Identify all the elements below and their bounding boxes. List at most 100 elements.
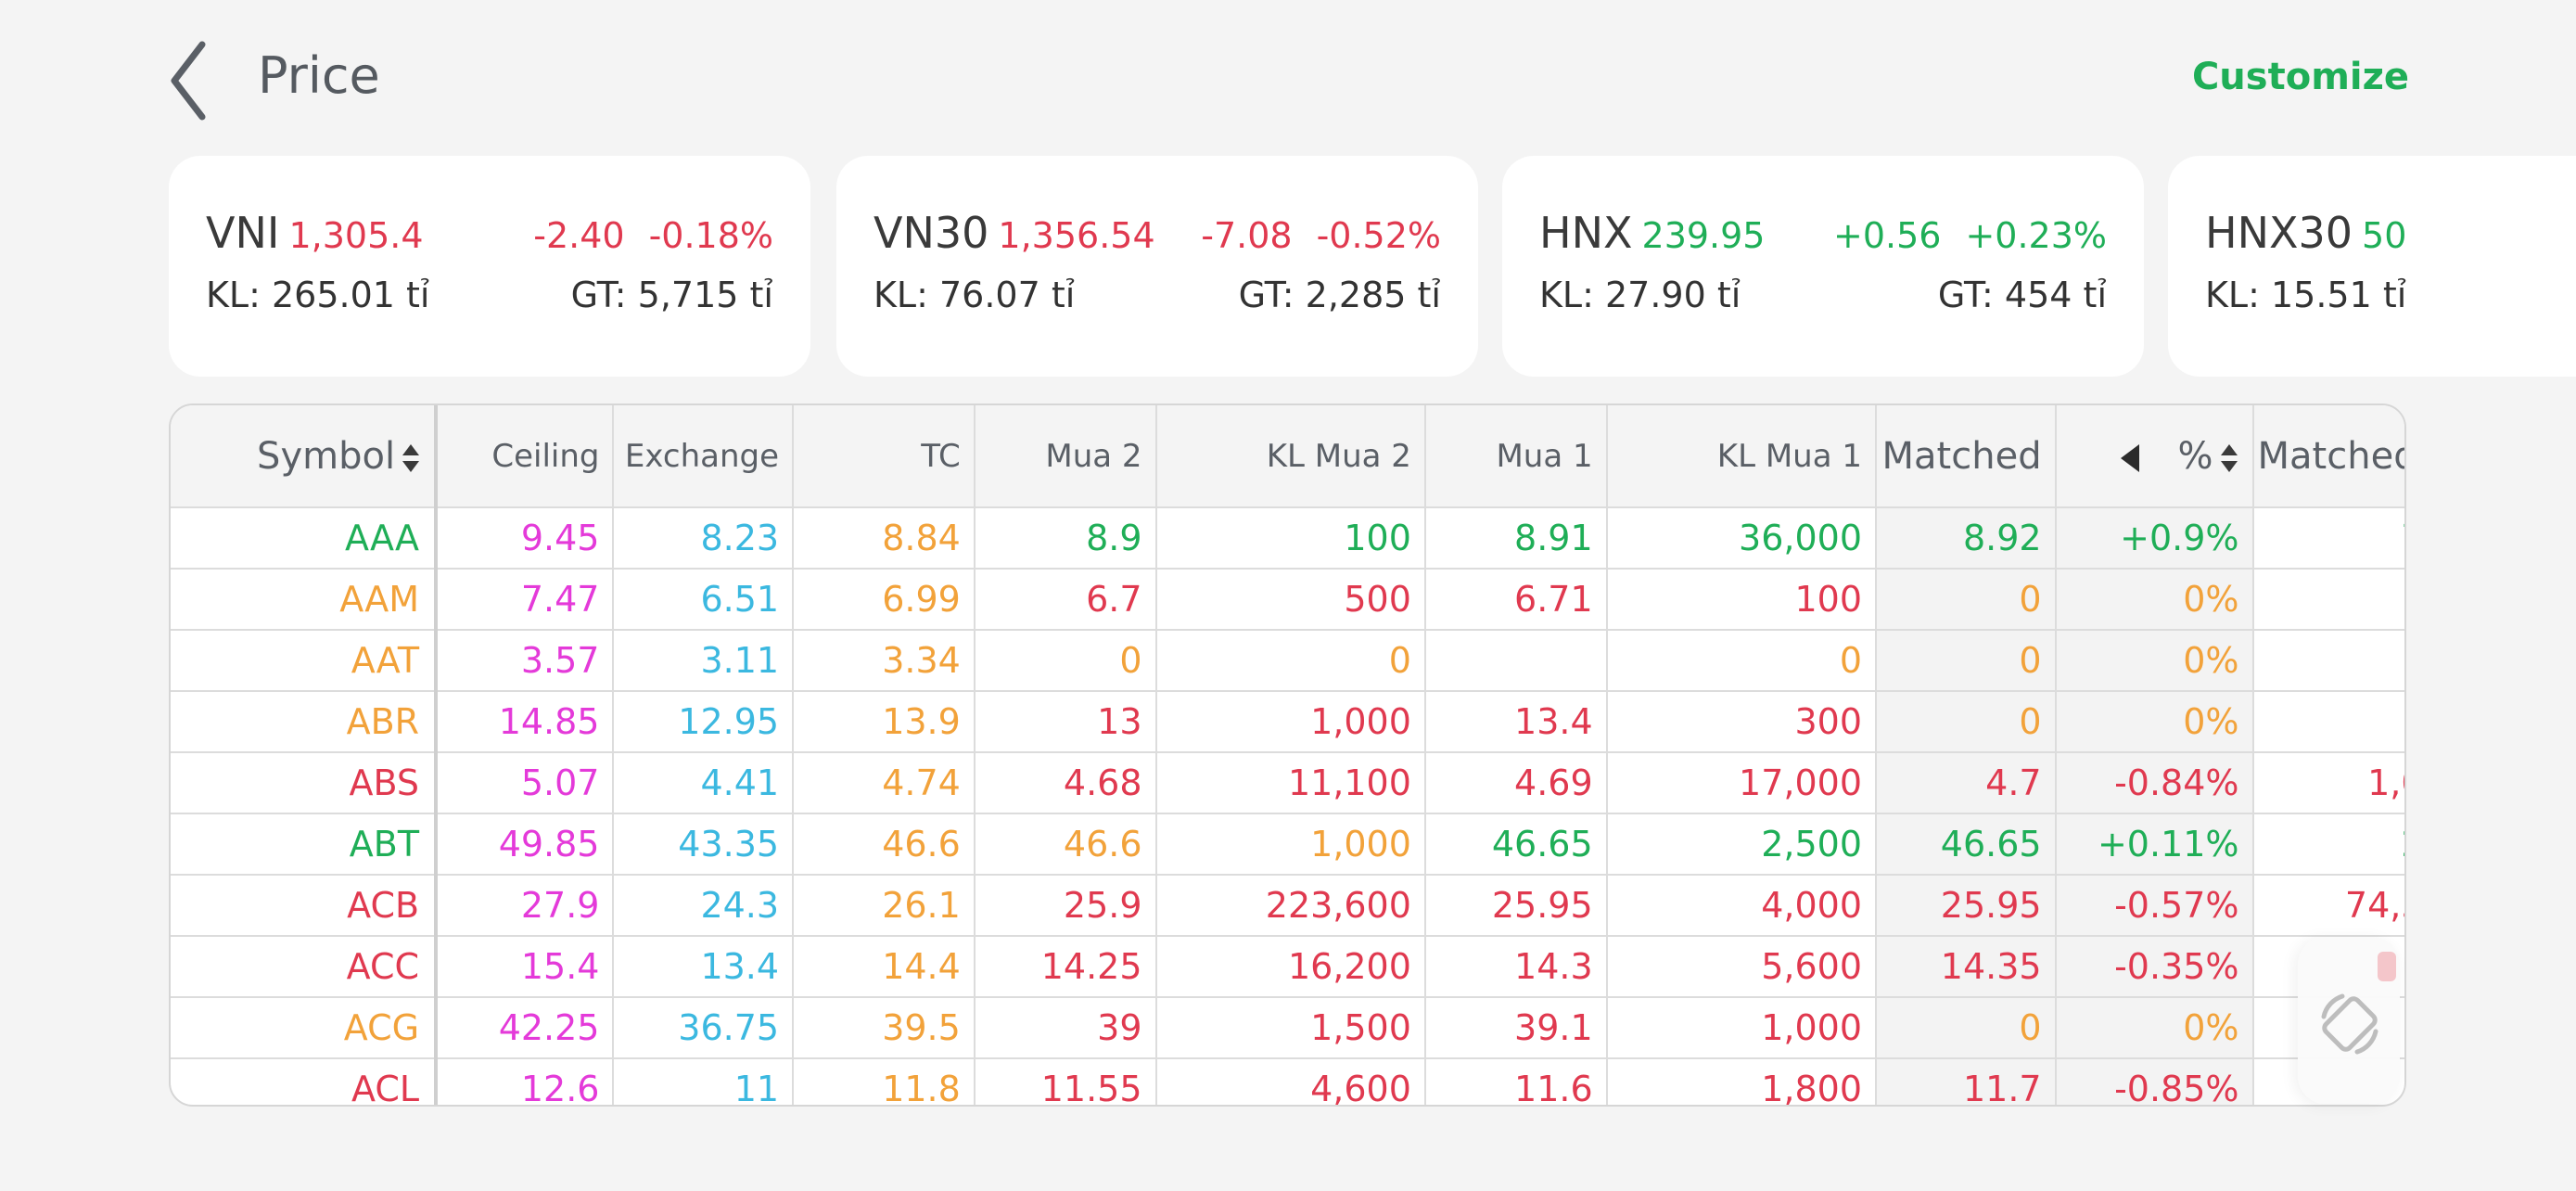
table-header-row: Symbol Ceiling Exchange TC Mua 2 KL Mua … bbox=[171, 405, 2404, 508]
customize-button[interactable]: Customize bbox=[2191, 56, 2409, 98]
cell-kl-mua1: 1,800 bbox=[1606, 1058, 1878, 1105]
column-header-exchange: Exchange bbox=[613, 405, 795, 508]
index-card-vn30[interactable]: VN30 1,356.54 -7.08 -0.52% KL: 76.07 tỉ GT… bbox=[836, 156, 1478, 377]
index-card-vni[interactable]: VNI 1,305.4 -2.40 -0.18% KL: 265.01 tỉ GT:… bbox=[169, 156, 810, 377]
cell-ceiling: 27.9 bbox=[436, 875, 615, 937]
cell-kl-mua2: 500 bbox=[1155, 569, 1426, 631]
cell-percent: +0.11% bbox=[2055, 813, 2254, 876]
cell-matched-vol: 1,000 bbox=[2252, 752, 2404, 814]
cell-tc: 8.84 bbox=[793, 507, 976, 570]
cell-tc: 11.8 bbox=[793, 1058, 976, 1105]
cell-mua2: 8.9 bbox=[974, 507, 1157, 570]
column-header-symbol[interactable]: Symbol bbox=[171, 405, 439, 508]
cell-symbol[interactable]: AAM bbox=[171, 569, 439, 631]
cell-tc: 6.99 bbox=[793, 569, 976, 631]
back-button[interactable] bbox=[167, 39, 232, 122]
cell-symbol[interactable]: ACC bbox=[171, 936, 439, 998]
cell-exchange: 36.75 bbox=[613, 997, 795, 1059]
cell-matched-vol: 200 bbox=[2252, 813, 2404, 876]
column-header-percent[interactable]: % bbox=[2055, 405, 2254, 508]
cell-percent: -0.84% bbox=[2055, 752, 2254, 814]
cell-matched: 25.95 bbox=[1876, 875, 2057, 937]
cell-percent: +0.9% bbox=[2055, 507, 2254, 570]
cell-kl-mua2: 16,200 bbox=[1155, 936, 1426, 998]
cell-ceiling: 5.07 bbox=[436, 752, 615, 814]
column-header-kl-mua1: KL Mua 1 bbox=[1606, 405, 1878, 508]
cell-kl-mua2: 4,600 bbox=[1155, 1058, 1426, 1105]
table-row[interactable]: ACB 27.9 24.3 26.1 25.9 223,600 25.95 4,000 25.9… bbox=[171, 875, 2404, 937]
cell-kl-mua2: 11,100 bbox=[1155, 752, 1426, 814]
table-row[interactable]: ABS 5.07 4.41 4.74 4.68 11,100 4.69 17,000 4.7 -0… bbox=[171, 752, 2404, 814]
cell-matched-vol: 0 bbox=[2252, 569, 2404, 631]
cell-exchange: 13.4 bbox=[613, 936, 795, 998]
cell-kl-mua1: 1,000 bbox=[1606, 997, 1878, 1059]
rotate-screen-button[interactable] bbox=[2298, 937, 2400, 1104]
index-change: +0.56 bbox=[1832, 215, 1942, 256]
cell-ceiling: 15.4 bbox=[436, 936, 615, 998]
cell-kl-mua2: 0 bbox=[1155, 630, 1426, 692]
index-value: GT: 454 tỉ bbox=[1937, 275, 2107, 315]
cell-percent: -0.85% bbox=[2055, 1058, 2254, 1105]
cell-symbol[interactable]: ACL bbox=[171, 1058, 439, 1105]
cell-symbol[interactable]: ABT bbox=[171, 813, 439, 876]
index-card-hnx[interactable]: HNX 239.95 +0.56 +0.23% KL: 27.90 tỉ GT: 4… bbox=[1502, 156, 2144, 377]
column-header-kl-mua2: KL Mua 2 bbox=[1155, 405, 1426, 508]
index-card-hnx30[interactable]: HNX30 50 KL: 15.51 tỉ bbox=[2168, 156, 2576, 377]
cell-symbol[interactable]: AAT bbox=[171, 630, 439, 692]
index-strip[interactable]: VNI 1,305.4 -2.40 -0.18% KL: 265.01 tỉ GT:… bbox=[169, 156, 2576, 378]
index-price: 50 bbox=[2362, 215, 2407, 256]
cell-symbol[interactable]: ABR bbox=[171, 691, 439, 753]
index-change: -7.08 bbox=[1201, 215, 1293, 256]
table-row[interactable]: AAA 9.45 8.23 8.84 8.9 100 8.91 36,000 8.92 +0.9%… bbox=[171, 507, 2404, 570]
cell-kl-mua1: 0 bbox=[1606, 630, 1878, 692]
index-volume: KL: 27.90 tỉ bbox=[1539, 275, 1741, 315]
cell-tc: 3.34 bbox=[793, 630, 976, 692]
cell-matched: 14.35 bbox=[1876, 936, 2057, 998]
cell-percent: 0% bbox=[2055, 569, 2254, 631]
cell-symbol[interactable]: ACG bbox=[171, 997, 439, 1059]
cell-kl-mua2: 1,000 bbox=[1155, 691, 1426, 753]
cell-mua1: 14.3 bbox=[1424, 936, 1608, 998]
cell-matched: 0 bbox=[1876, 630, 2057, 692]
cell-ceiling: 42.25 bbox=[436, 997, 615, 1059]
cell-matched: 0 bbox=[1876, 569, 2057, 631]
table-row[interactable]: ACL 12.6 11 11.8 11.55 4,600 11.6 1,800 11.7 -0.8… bbox=[171, 1058, 2404, 1105]
price-table[interactable]: Symbol Ceiling Exchange TC Mua 2 KL Mua … bbox=[169, 403, 2406, 1107]
cell-mua1: 46.65 bbox=[1424, 813, 1608, 876]
cell-matched: 0 bbox=[1876, 997, 2057, 1059]
cell-mua1 bbox=[1424, 630, 1608, 692]
table-row[interactable]: ACC 15.4 13.4 14.4 14.25 16,200 14.3 5,600 14.35… bbox=[171, 936, 2404, 998]
table-row[interactable]: ABT 49.85 43.35 46.6 46.6 1,000 46.65 2,500 46.6… bbox=[171, 813, 2404, 876]
cell-percent: 0% bbox=[2055, 630, 2254, 692]
cell-exchange: 12.95 bbox=[613, 691, 795, 753]
cell-exchange: 3.11 bbox=[613, 630, 795, 692]
cell-matched-vol: 0 bbox=[2252, 630, 2404, 692]
cell-percent: 0% bbox=[2055, 997, 2254, 1059]
cell-kl-mua1: 4,000 bbox=[1606, 875, 1878, 937]
cell-ceiling: 14.85 bbox=[436, 691, 615, 753]
cell-exchange: 8.23 bbox=[613, 507, 795, 570]
caret-left-icon[interactable] bbox=[2119, 442, 2141, 474]
cell-kl-mua1: 17,000 bbox=[1606, 752, 1878, 814]
sort-icon bbox=[402, 443, 420, 472]
cell-symbol[interactable]: ABS bbox=[171, 752, 439, 814]
index-volume: KL: 76.07 tỉ bbox=[874, 275, 1076, 315]
cell-symbol[interactable]: ACB bbox=[171, 875, 439, 937]
cell-matched-vol: 0 bbox=[2252, 691, 2404, 753]
cell-exchange: 6.51 bbox=[613, 569, 795, 631]
cell-symbol[interactable]: AAA bbox=[171, 507, 439, 570]
cell-matched-vol: 700 bbox=[2252, 507, 2404, 570]
cell-percent: -0.35% bbox=[2055, 936, 2254, 998]
cell-mua2: 39 bbox=[974, 997, 1157, 1059]
cell-mua2: 4.68 bbox=[974, 752, 1157, 814]
column-header-mua1: Mua 1 bbox=[1424, 405, 1608, 508]
cell-mua1: 11.6 bbox=[1424, 1058, 1608, 1105]
cell-percent: 0% bbox=[2055, 691, 2254, 753]
column-header-tc: TC bbox=[793, 405, 976, 508]
index-name: VN30 bbox=[874, 208, 989, 258]
cell-mua2: 0 bbox=[974, 630, 1157, 692]
